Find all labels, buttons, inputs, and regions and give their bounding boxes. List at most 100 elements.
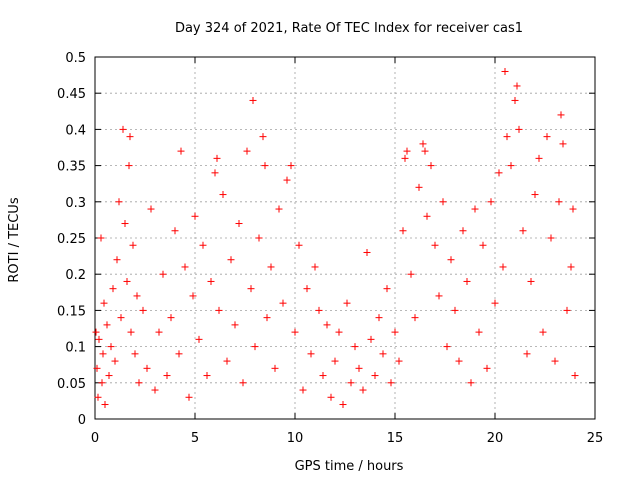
data-point [339, 401, 347, 409]
data-point [379, 350, 387, 358]
data-point [143, 364, 151, 372]
data-point [407, 270, 415, 278]
data-point [559, 140, 567, 148]
data-point [515, 125, 523, 133]
x-tick-label: 15 [387, 431, 404, 446]
data-point [171, 227, 179, 235]
data-point [421, 147, 429, 155]
data-point [275, 205, 283, 213]
data-point [92, 328, 100, 336]
x-tick-label: 5 [191, 431, 199, 446]
data-point [403, 147, 411, 155]
data-point [467, 379, 475, 387]
data-point [159, 270, 167, 278]
data-point [299, 386, 307, 394]
data-point [355, 364, 363, 372]
y-tick-label: 0.35 [57, 160, 86, 175]
data-point [207, 277, 215, 285]
data-point [511, 96, 519, 104]
data-point [319, 372, 327, 380]
data-point [411, 314, 419, 322]
data-point [287, 162, 295, 170]
data-point [387, 379, 395, 387]
data-point [423, 212, 431, 220]
y-tick-label: 0 [78, 413, 86, 428]
data-point [487, 198, 495, 206]
data-point [105, 372, 113, 380]
data-point [267, 263, 275, 271]
data-point [475, 328, 483, 336]
data-point [327, 393, 335, 401]
data-point [547, 234, 555, 242]
data-point [435, 292, 443, 300]
data-point [347, 379, 355, 387]
data-point [303, 285, 311, 293]
data-point [223, 357, 231, 365]
data-point [126, 133, 134, 141]
data-point [383, 285, 391, 293]
data-point [239, 379, 247, 387]
data-point [415, 183, 423, 191]
data-point [363, 248, 371, 256]
data-point [331, 357, 339, 365]
y-axis-label: ROTI / TECUs [7, 197, 22, 282]
data-point [479, 241, 487, 249]
grid-lines [95, 57, 595, 419]
data-point [100, 299, 108, 307]
data-point [98, 379, 106, 387]
data-point [127, 328, 135, 336]
data-point [371, 372, 379, 380]
data-point [219, 191, 227, 199]
x-tick-label: 0 [91, 431, 99, 446]
data-point [471, 205, 479, 213]
data-point [539, 328, 547, 336]
data-point [103, 321, 111, 329]
data-point [495, 169, 503, 177]
data-point [94, 393, 102, 401]
data-point [351, 343, 359, 351]
data-point [569, 205, 577, 213]
data-point [527, 277, 535, 285]
data-point [283, 176, 291, 184]
data-point [99, 350, 107, 358]
data-point [195, 335, 203, 343]
data-point [483, 364, 491, 372]
data-point [255, 234, 263, 242]
data-point [247, 285, 255, 293]
data-point [447, 256, 455, 264]
data-point [147, 205, 155, 213]
data-point [129, 241, 137, 249]
data-point [227, 256, 235, 264]
data-point [155, 328, 163, 336]
data-point [95, 335, 103, 343]
data-point [307, 350, 315, 358]
y-tick-label: 0.1 [65, 341, 86, 356]
data-point [359, 386, 367, 394]
data-point [399, 227, 407, 235]
data-point [311, 263, 319, 271]
data-point [215, 306, 223, 314]
y-tick-label: 0.25 [57, 232, 86, 247]
data-point [107, 343, 115, 351]
data-point [167, 314, 175, 322]
x-tick-label: 20 [487, 431, 504, 446]
data-point [567, 263, 575, 271]
data-point [115, 198, 123, 206]
data-points [92, 67, 579, 409]
data-point [315, 306, 323, 314]
data-point [507, 162, 515, 170]
y-tick-label: 0.4 [65, 123, 86, 138]
data-point [519, 227, 527, 235]
data-point [419, 140, 427, 148]
data-point [543, 133, 551, 141]
data-point [93, 364, 101, 372]
data-point [531, 191, 539, 199]
x-tick-label: 25 [587, 431, 604, 446]
data-point [211, 169, 219, 177]
data-point [427, 162, 435, 170]
data-point [203, 372, 211, 380]
data-point [295, 241, 303, 249]
data-point [463, 277, 471, 285]
data-point [111, 357, 119, 365]
